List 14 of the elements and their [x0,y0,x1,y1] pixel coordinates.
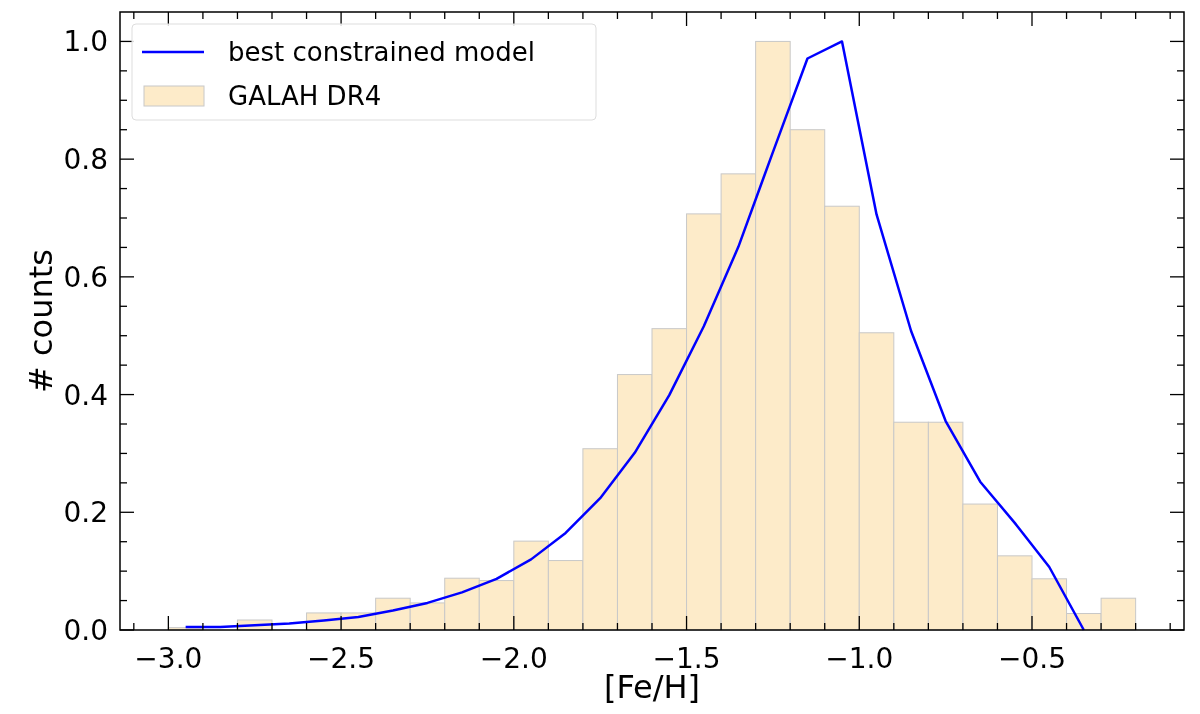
x-tick-label: −2.5 [307,642,376,675]
y-tick-label: 0.0 [63,614,108,647]
x-tick-label: −1.0 [825,642,894,675]
legend-label: best constrained model [228,37,535,67]
y-tick-label: 0.2 [63,496,108,530]
y-axis-title: # counts [22,249,60,393]
y-tick-label: 0.4 [63,378,108,412]
x-tick-label: −2.0 [479,642,548,675]
y-tick-label: 1.0 [63,25,108,59]
y-tick-label: 0.6 [63,260,108,294]
legend-label: GALAH DR4 [228,81,382,111]
x-tick-label: −3.0 [134,642,203,675]
x-tick-label: −0.5 [998,642,1066,675]
y-tick-label: 0.8 [63,143,108,177]
